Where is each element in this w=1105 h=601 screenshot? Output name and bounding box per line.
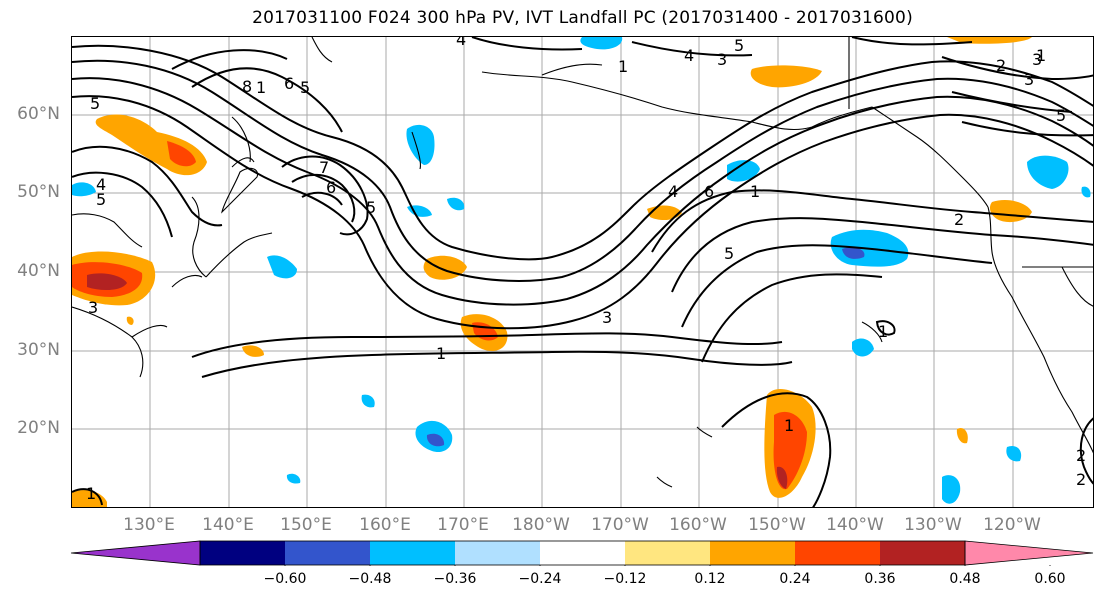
- lon-label-150e: 150°E: [280, 515, 332, 535]
- colorbar-extend-high: [965, 541, 1093, 565]
- contour-label: 5: [90, 94, 100, 113]
- lon-label-160w: 160°W: [669, 515, 727, 535]
- colorbar-segments: [71, 541, 1093, 565]
- contour-label: 3: [1032, 50, 1042, 69]
- colorbar-tick-label: −0.48: [348, 571, 392, 587]
- colorbar-segment: [795, 541, 881, 565]
- lon-label-170w: 170°W: [591, 515, 649, 535]
- contour-label: 8: [242, 77, 252, 96]
- colorbar-tick-label: 0.24: [779, 571, 811, 587]
- lon-label-160e: 160°E: [359, 515, 411, 535]
- contour-label: 1: [436, 344, 446, 363]
- contour-label: 2: [996, 56, 1006, 75]
- contour-label: 4: [668, 182, 678, 201]
- lon-label-150w: 150°W: [748, 515, 806, 535]
- lat-label-60n: 60°N: [17, 104, 60, 124]
- lon-label-120w: 120°W: [983, 515, 1041, 535]
- lon-label-180w: 180°W: [512, 515, 570, 535]
- lat-label-30n: 30°N: [17, 340, 60, 360]
- colorbar-extend-low: [71, 541, 200, 565]
- lon-label-170e: 170°E: [437, 515, 489, 535]
- colorbar-segment: [880, 541, 966, 565]
- contour-label: 5: [724, 244, 734, 263]
- contour-label: 1: [1036, 46, 1046, 65]
- coastlines: [72, 37, 1093, 488]
- contour-label: 1: [256, 78, 266, 97]
- colorbar-segment: [455, 541, 541, 565]
- contour-label: 2: [1076, 470, 1086, 489]
- lat-label-50n: 50°N: [17, 182, 60, 202]
- colorbar: [70, 540, 1094, 566]
- colorbar-tick-label: −0.24: [518, 571, 562, 587]
- colorbar-segment: [200, 541, 286, 565]
- contour-label: 4: [684, 46, 694, 65]
- map-canvas: 8 1 6 5 4 4 5 5 7 6 5 3 4 5 6 4 1 5 1 3 …: [72, 37, 1093, 507]
- lat-label-20n: 20°N: [17, 418, 60, 438]
- contour-label: 3: [88, 298, 98, 317]
- contour-label: 5: [300, 78, 310, 97]
- contour-label: 2: [954, 210, 964, 229]
- colorbar-tick-label: 0.12: [694, 571, 726, 587]
- contour-label: 1: [784, 416, 794, 435]
- lon-label-130w: 130°W: [904, 515, 962, 535]
- contour-label: 6: [326, 178, 336, 197]
- contour-label: 3: [1024, 70, 1034, 89]
- contour-label: 5: [734, 37, 744, 55]
- contour-labels: 8 1 6 5 4 4 5 5 7 6 5 3 4 5 6 4 1 5 1 3 …: [86, 37, 1086, 503]
- colorbar-segment: [710, 541, 796, 565]
- colorbar-tick-label: 0.48: [949, 571, 981, 587]
- contour-label: 1: [878, 322, 888, 341]
- map-panel: 8 1 6 5 4 4 5 5 7 6 5 3 4 5 6 4 1 5 1 3 …: [71, 36, 1094, 508]
- gridlines: [72, 37, 1093, 507]
- colorbar-tick-label: −0.36: [433, 571, 477, 587]
- contour-label: 1: [750, 182, 760, 201]
- colorbar-segment: [285, 541, 371, 565]
- contour-label: 2: [1076, 446, 1086, 465]
- lat-label-40n: 40°N: [17, 261, 60, 281]
- colorbar-segment: [370, 541, 456, 565]
- contour-label: 5: [96, 190, 106, 209]
- contour-label: 6: [284, 74, 294, 93]
- map-title: 2017031100 F024 300 hPa PV, IVT Landfall…: [252, 8, 913, 28]
- contour-label: 1: [86, 484, 96, 503]
- lon-label-130e: 130°E: [123, 515, 175, 535]
- contour-label: 4: [456, 37, 466, 49]
- contour-label: 3: [717, 50, 727, 69]
- lon-label-140w: 140°W: [826, 515, 884, 535]
- contour-label: 4: [96, 175, 106, 194]
- negative-anomaly-patches: [72, 37, 1091, 504]
- lon-label-140e: 140°E: [202, 515, 254, 535]
- contour-label: 5: [366, 198, 376, 217]
- colorbar-segment: [625, 541, 711, 565]
- colorbar-tick-label: 0.60: [1034, 571, 1066, 587]
- colorbar-segment: [540, 541, 626, 565]
- contour-label: 6: [704, 182, 714, 201]
- colorbar-tick-label: 0.36: [864, 571, 896, 587]
- contour-label: 5: [1056, 106, 1066, 125]
- positive-anomaly-patches: [72, 37, 1032, 507]
- contour-label: 1: [618, 57, 628, 76]
- contour-label: 7: [319, 158, 329, 177]
- pv-contours: [72, 37, 1093, 507]
- colorbar-tick-label: −0.12: [603, 571, 647, 587]
- contour-label: 3: [602, 308, 612, 327]
- colorbar-tick-label: −0.60: [263, 571, 307, 587]
